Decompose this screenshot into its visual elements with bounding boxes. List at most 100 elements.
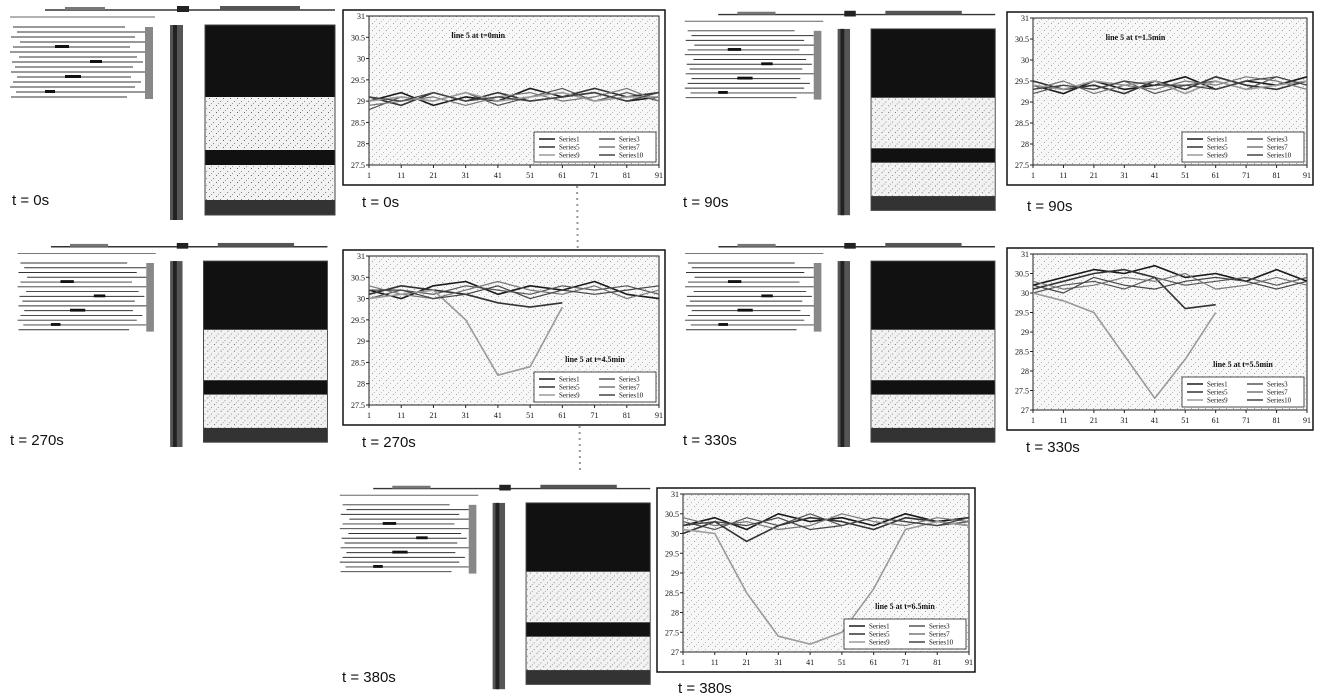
chart-caption: t = 330s [1026, 439, 1080, 456]
legend-label: Series9 [559, 392, 580, 400]
legend-label: Series1 [559, 376, 580, 384]
chart-caption: t = 90s [1027, 198, 1072, 215]
chart-title: line 5 at t=0min [451, 31, 505, 40]
chart-title: line 5 at t=6.5min [875, 602, 935, 611]
legend-label: Series10 [619, 152, 644, 160]
x-tick-label: 81 [1273, 171, 1281, 180]
y-tick-label: 30 [671, 530, 679, 539]
x-tick-label: 31 [462, 171, 470, 180]
image-caption: t = 330s [683, 432, 737, 449]
x-tick-label: 1 [1031, 171, 1035, 180]
x-tick-label: 71 [901, 658, 909, 667]
legend-label: Series5 [559, 144, 580, 152]
x-tick-label: 31 [462, 411, 470, 420]
x-tick-label: 71 [591, 411, 599, 420]
legend-label: Series1 [1207, 136, 1228, 144]
chart: 27.52828.52929.53030.5311112131415161718… [343, 250, 665, 425]
x-tick-label: 11 [397, 411, 405, 420]
x-tick-label: 81 [1273, 416, 1281, 425]
y-tick-label: 30 [1021, 289, 1029, 298]
y-tick-label: 30 [357, 55, 365, 64]
x-tick-label: 81 [623, 411, 631, 420]
x-tick-label: 21 [1090, 171, 1098, 180]
y-tick-label: 28.5 [1015, 119, 1029, 128]
legend-label: Series5 [869, 631, 890, 639]
y-tick-label: 30 [357, 295, 365, 304]
x-tick-label: 11 [1060, 416, 1068, 425]
x-tick-label: 31 [1120, 171, 1128, 180]
y-tick-label: 29 [1021, 328, 1029, 337]
x-tick-label: 11 [1060, 171, 1068, 180]
x-tick-label: 21 [743, 658, 751, 667]
y-tick-label: 28.5 [351, 358, 365, 367]
y-tick-label: 29 [357, 97, 365, 106]
legend-label: Series3 [619, 136, 640, 144]
legend-label: Series9 [559, 152, 580, 160]
x-tick-label: 41 [494, 411, 502, 420]
legend-label: Series9 [869, 639, 890, 647]
y-tick-label: 27.5 [1015, 161, 1029, 170]
legend-label: Series3 [929, 623, 950, 631]
legend-label: Series3 [619, 376, 640, 384]
y-tick-label: 31 [357, 12, 365, 21]
y-tick-label: 28.5 [665, 589, 679, 598]
legend-label: Series3 [1267, 381, 1288, 389]
x-tick-label: 1 [367, 171, 371, 180]
y-tick-label: 31 [1021, 14, 1029, 23]
y-tick-label: 27.5 [351, 401, 365, 410]
x-tick-label: 21 [429, 171, 437, 180]
x-tick-label: 51 [838, 658, 846, 667]
x-tick-label: 71 [591, 171, 599, 180]
x-tick-label: 11 [711, 658, 719, 667]
y-tick-label: 31 [357, 252, 365, 261]
x-tick-label: 31 [774, 658, 782, 667]
legend-label: Series1 [1207, 381, 1228, 389]
legend-label: Series7 [1267, 144, 1288, 152]
x-tick-label: 21 [1090, 416, 1098, 425]
y-tick-label: 28 [1021, 140, 1029, 149]
x-tick-label: 91 [965, 658, 973, 667]
x-tick-label: 41 [494, 171, 502, 180]
chart-title: line 5 at t=4.5min [565, 355, 625, 364]
y-tick-label: 28.5 [351, 118, 365, 127]
y-tick-label: 27 [671, 648, 679, 657]
legend-label: Series10 [929, 639, 954, 647]
y-tick-label: 28.5 [1015, 348, 1029, 357]
x-tick-label: 91 [1303, 171, 1311, 180]
legend-label: Series7 [619, 144, 640, 152]
x-tick-label: 71 [1242, 416, 1250, 425]
y-tick-label: 27 [1021, 406, 1029, 415]
x-tick-label: 51 [526, 171, 534, 180]
x-tick-label: 61 [1212, 416, 1220, 425]
x-tick-label: 71 [1242, 171, 1250, 180]
y-tick-label: 29.5 [1015, 309, 1029, 318]
x-tick-label: 31 [1120, 416, 1128, 425]
x-tick-label: 1 [681, 658, 685, 667]
image-caption: t = 380s [342, 669, 396, 686]
legend-label: Series10 [1267, 397, 1292, 405]
y-tick-label: 28 [1021, 367, 1029, 376]
legend-label: Series1 [559, 136, 580, 144]
chart: 27.52828.52929.53030.5311112131415161718… [343, 10, 665, 185]
y-tick-label: 29 [1021, 98, 1029, 107]
y-tick-label: 27.5 [665, 628, 679, 637]
y-tick-label: 29.5 [351, 76, 365, 85]
image-caption: t = 270s [10, 432, 64, 449]
y-tick-label: 28 [357, 380, 365, 389]
x-tick-label: 61 [558, 411, 566, 420]
x-tick-label: 41 [806, 658, 814, 667]
legend-label: Series1 [869, 623, 890, 631]
chart-title: line 5 at t=5.5min [1213, 360, 1273, 369]
x-tick-label: 51 [1181, 416, 1189, 425]
figure: t = 0st = 0s27.52828.52929.53030.5311112… [0, 0, 1317, 697]
legend-label: Series5 [1207, 389, 1228, 397]
legend-label: Series7 [929, 631, 950, 639]
y-tick-label: 29 [357, 337, 365, 346]
y-tick-label: 28 [357, 140, 365, 149]
y-tick-label: 29.5 [1015, 77, 1029, 86]
x-tick-label: 81 [623, 171, 631, 180]
y-tick-label: 30.5 [1015, 35, 1029, 44]
legend-label: Series10 [619, 392, 644, 400]
y-tick-label: 29 [671, 569, 679, 578]
